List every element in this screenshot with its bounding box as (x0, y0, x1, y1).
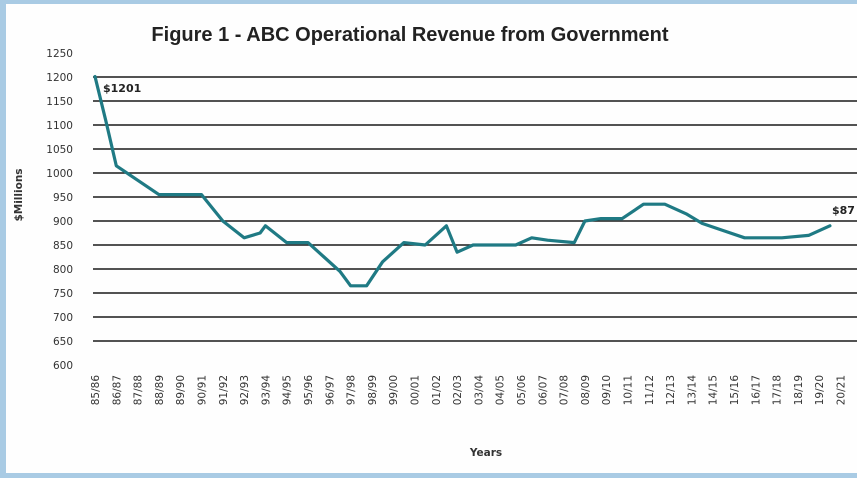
y-tick-800: 800 (53, 264, 73, 276)
x-tick-98-99: 98/99 (367, 375, 379, 405)
x-tick-20-21: 20/21 (836, 375, 848, 405)
y-tick-600: 600 (53, 360, 73, 372)
x-tick-86-87: 86/87 (111, 375, 123, 405)
data-label-first: $1201 (103, 82, 141, 95)
x-tick-01-02: 01/02 (431, 375, 443, 405)
x-tick-85-86: 85/86 (90, 375, 102, 406)
y-tick-750: 750 (53, 288, 73, 300)
y-tick-1000: 1000 (46, 168, 73, 180)
y-tick-labels: 600 650 700 750 800 850 900 950 1000 1050 1100 1150… (46, 48, 73, 372)
y-tick-650: 650 (53, 336, 73, 348)
x-tick-87-88: 87/88 (133, 375, 145, 405)
x-tick-19-20: 19/20 (814, 375, 826, 405)
x-tick-04-05: 04/05 (495, 375, 507, 405)
x-tick-labels: 85/86 86/87 87/88 88/89 89/90 90/91 91/92 92/93… (90, 375, 848, 406)
x-axis-label: Years (469, 447, 502, 459)
x-tick-11-12: 11/12 (644, 375, 656, 405)
x-tick-99-00: 99/00 (388, 375, 400, 405)
series-line-0 (93, 74, 832, 288)
x-tick-89-90: 89/90 (175, 375, 187, 405)
y-axis-label: $Millions (13, 168, 25, 221)
x-tick-15-16: 15/16 (729, 375, 741, 406)
x-tick-03-04: 03/04 (473, 375, 485, 406)
chart-title: Figure 1 - ABC Operational Revenue from … (151, 24, 668, 46)
y-tick-900: 900 (53, 216, 73, 228)
x-tick-00-01: 00/01 (410, 375, 422, 405)
y-tick-950: 950 (53, 192, 73, 204)
x-tick-90-91: 90/91 (197, 375, 209, 405)
x-tick-97-98: 97/98 (346, 375, 358, 405)
series-line (93, 74, 832, 288)
data-labels: $1201 $87 (103, 82, 855, 217)
x-tick-14-15: 14/15 (708, 375, 720, 405)
y-tick-1150: 1150 (46, 96, 73, 108)
gridlines (93, 76, 857, 342)
x-tick-16-17: 16/17 (750, 375, 762, 405)
x-tick-12-13: 12/13 (665, 375, 677, 405)
x-tick-92-93: 92/93 (239, 375, 251, 405)
y-tick-850: 850 (53, 240, 73, 252)
x-tick-95-96: 95/96 (303, 375, 315, 406)
x-tick-09-10: 09/10 (601, 375, 613, 405)
x-tick-13-14: 13/14 (686, 375, 698, 406)
x-tick-93-94: 93/94 (260, 375, 272, 406)
y-tick-1250: 1250 (46, 48, 73, 60)
y-tick-1050: 1050 (46, 144, 73, 156)
x-tick-07-08: 07/08 (559, 375, 571, 405)
x-tick-05-06: 05/06 (516, 375, 528, 406)
x-tick-02-03: 02/03 (452, 375, 464, 405)
x-tick-88-89: 88/89 (154, 375, 166, 405)
x-tick-94-95: 94/95 (282, 375, 294, 405)
x-tick-08-09: 08/09 (580, 375, 592, 405)
x-tick-91-92: 91/92 (218, 375, 230, 405)
x-tick-18-19: 18/19 (793, 375, 805, 405)
data-label-last: $87 (832, 204, 855, 217)
x-tick-10-11: 10/11 (623, 375, 635, 405)
x-tick-96-97: 96/97 (324, 375, 336, 405)
x-tick-06-07: 06/07 (537, 375, 549, 405)
y-tick-1100: 1100 (46, 120, 73, 132)
x-tick-17-18: 17/18 (772, 375, 784, 405)
y-tick-700: 700 (53, 312, 73, 324)
y-tick-1200: 1200 (46, 72, 73, 84)
